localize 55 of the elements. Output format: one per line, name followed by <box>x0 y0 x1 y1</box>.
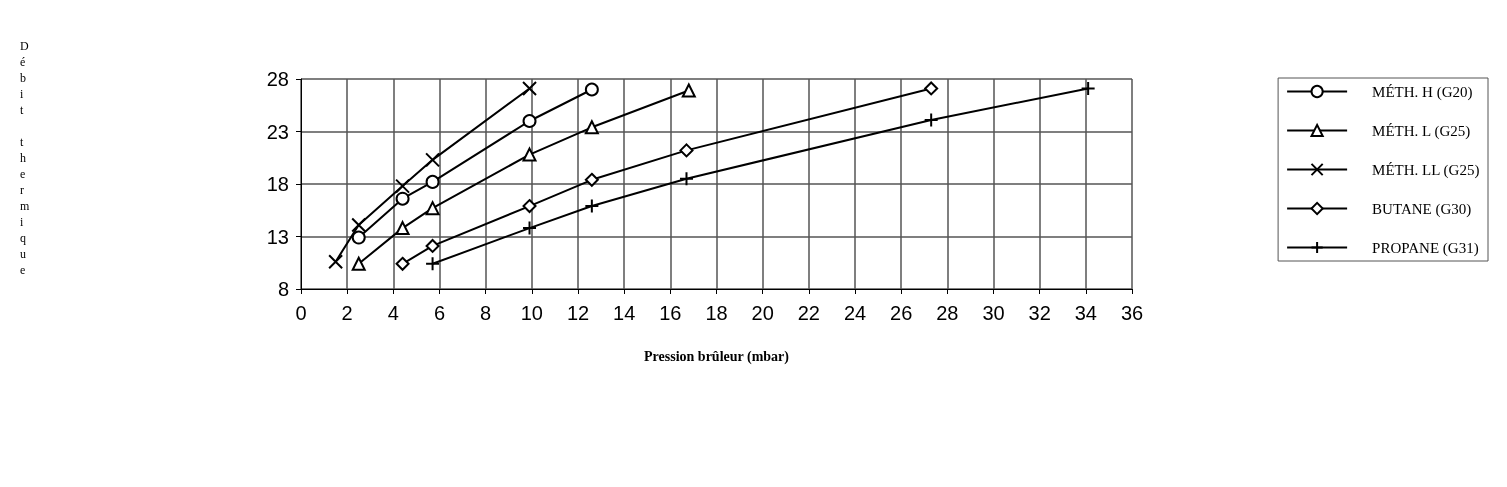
x-tick-label: 16 <box>659 302 682 324</box>
point <box>522 80 538 96</box>
x-tick-label: 4 <box>387 302 399 324</box>
point <box>522 199 537 214</box>
legend-label: BUTANE (G30) <box>1372 200 1472 218</box>
point <box>328 254 344 270</box>
point <box>425 201 440 216</box>
x-tick-label: 20 <box>751 302 774 324</box>
point <box>522 114 537 128</box>
y-tick-label: 23 <box>266 120 289 143</box>
point <box>679 143 694 158</box>
x-tick-label: 24 <box>843 302 867 324</box>
legend-label: PROPANE (G31) <box>1372 239 1479 257</box>
point <box>425 152 441 168</box>
point <box>425 174 440 189</box>
x-tick-label: 8 <box>480 302 492 324</box>
x-tick-label: 30 <box>982 302 1005 324</box>
point <box>924 81 939 96</box>
point <box>584 82 599 97</box>
point <box>584 172 599 187</box>
x-tick-label: 12 <box>566 302 590 324</box>
y-tick-label: 13 <box>266 225 289 248</box>
x-tick-label: 10 <box>520 302 543 324</box>
x-tick-label: 14 <box>613 302 636 324</box>
legend-label: MÉTH. L (G25) <box>1372 122 1471 140</box>
y-tick-label: 8 <box>277 278 289 300</box>
x-tick-label: 22 <box>797 302 820 324</box>
point <box>681 83 696 98</box>
point <box>1080 80 1096 96</box>
x-tick-label: 26 <box>890 302 913 324</box>
point <box>522 147 537 162</box>
legend-label: MÉTH. H (G20) <box>1372 83 1473 101</box>
x-tick-label: 18 <box>705 302 728 324</box>
point <box>395 178 411 194</box>
point <box>351 217 367 233</box>
legend-label: MÉTH. LL (G25) <box>1372 161 1480 179</box>
y-tick-label: 18 <box>266 173 289 195</box>
x-tick-label: 32 <box>1028 302 1051 324</box>
point <box>351 256 366 271</box>
x-tick-label: 0 <box>295 302 307 324</box>
x-tick-label: 6 <box>433 302 446 324</box>
point <box>351 230 366 245</box>
x-tick-label: 28 <box>936 302 959 324</box>
y-tick-label: 28 <box>266 68 289 90</box>
text: Débit thermique <box>20 39 30 277</box>
x-tick-label: 34 <box>1074 302 1097 324</box>
point <box>395 191 410 206</box>
x-tick-label: 2 <box>341 302 353 324</box>
x-tick-label: 36 <box>1120 302 1144 324</box>
point <box>584 120 599 135</box>
point <box>425 238 440 253</box>
point <box>425 256 441 272</box>
point <box>395 256 410 271</box>
x-axis-title: Pression brûleur (mbar) <box>644 348 790 365</box>
point <box>395 221 410 236</box>
